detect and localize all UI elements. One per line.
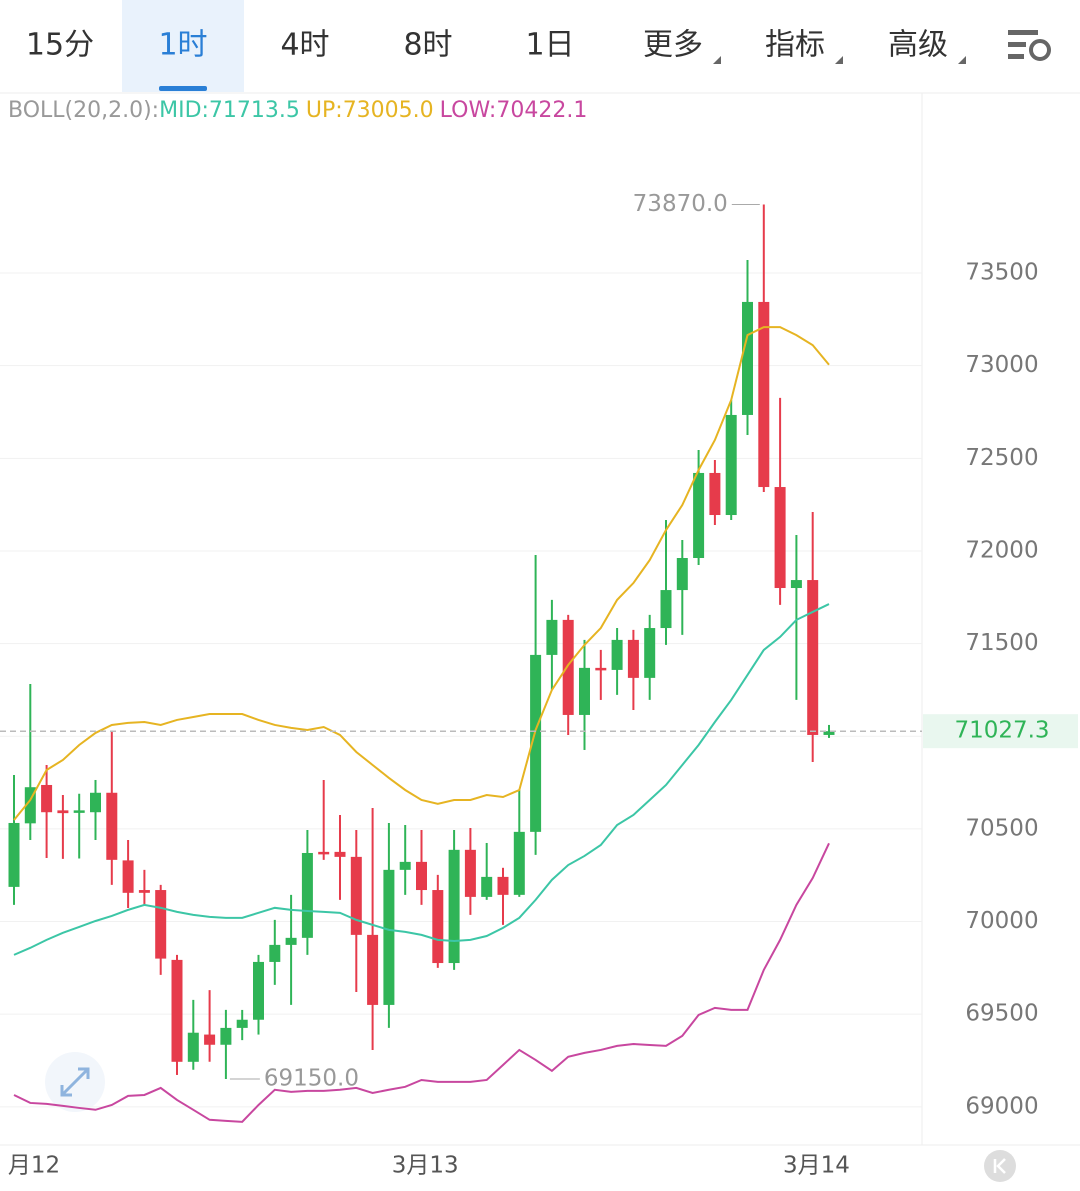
boll-line xyxy=(13,603,830,956)
tab[interactable]: 1时 xyxy=(158,28,207,63)
tab[interactable]: 高级 xyxy=(888,28,948,63)
candle-body xyxy=(122,860,134,893)
candle-body xyxy=(709,472,721,516)
collapse-button[interactable] xyxy=(984,1150,1016,1182)
dropdown-caret xyxy=(835,56,843,64)
candle-body xyxy=(285,937,297,945)
candle-body xyxy=(790,580,802,589)
y-tick-label: 71500 xyxy=(965,630,1038,656)
candle-body xyxy=(301,852,313,938)
candle-body xyxy=(530,654,542,832)
candle-body xyxy=(595,667,607,671)
y-tick-label: 69500 xyxy=(965,1001,1038,1027)
indicator-mid: MID:71713.5 xyxy=(159,98,300,123)
tab[interactable]: 15分 xyxy=(26,28,94,63)
candle-body xyxy=(448,849,460,964)
candle-body xyxy=(367,934,379,1005)
last-price-label: 71027.3 xyxy=(954,718,1049,744)
x-tick-label: 月12 xyxy=(8,1153,60,1179)
y-tick-label: 70000 xyxy=(965,908,1038,934)
candle-body xyxy=(8,822,20,887)
dropdown-caret xyxy=(958,56,966,64)
candle-body xyxy=(350,856,362,935)
tab[interactable]: 1日 xyxy=(525,28,574,63)
indicator-low: LOW:70422.1 xyxy=(440,98,588,123)
candle-body xyxy=(334,851,346,857)
y-tick-label: 73000 xyxy=(965,352,1038,378)
boll-line xyxy=(13,842,830,1123)
candle-body xyxy=(660,590,672,629)
min-label: 69150.0 xyxy=(264,1066,359,1092)
candle-body xyxy=(155,890,167,959)
candle-body xyxy=(562,619,574,715)
candle-body xyxy=(774,487,786,589)
candle-body xyxy=(758,301,770,488)
tab[interactable]: 更多 xyxy=(643,28,703,63)
candle-body xyxy=(807,580,819,735)
tab[interactable]: 8时 xyxy=(403,28,452,63)
candle-body xyxy=(644,628,656,678)
candle-body xyxy=(187,1032,199,1062)
candle-body xyxy=(253,961,264,1020)
dropdown-caret xyxy=(713,56,721,64)
tab[interactable]: 指标 xyxy=(765,28,825,63)
y-tick-label: 72500 xyxy=(965,445,1038,471)
x-tick-label: 3月14 xyxy=(783,1153,850,1179)
candle-body xyxy=(513,831,525,895)
max-label: 73870.0 xyxy=(633,191,728,217)
candle-body xyxy=(269,944,281,962)
y-tick-label: 69000 xyxy=(965,1093,1038,1119)
candle-body xyxy=(90,792,101,813)
indicator-up: UP:73005.0 xyxy=(306,98,434,123)
candle-body xyxy=(236,1019,248,1028)
candle-body xyxy=(432,890,444,964)
candle-body xyxy=(464,849,476,897)
candle-body xyxy=(823,731,835,735)
svg-text:BOLL(20,2.0):MID:71713.5UP:730: BOLL(20,2.0):MID:71713.5 UP:73005.0 LOW:70… xyxy=(8,98,587,123)
y-tick-label: 73500 xyxy=(965,260,1038,286)
candle-body xyxy=(399,861,411,870)
candle-body xyxy=(171,959,183,1062)
candle-body xyxy=(106,792,118,860)
boll-line xyxy=(13,326,830,821)
candle-body xyxy=(41,784,53,813)
candle-body xyxy=(481,876,493,897)
candle-body xyxy=(220,1027,232,1045)
candle-body xyxy=(318,851,330,855)
candle-body xyxy=(676,558,688,591)
candle-body xyxy=(497,876,509,895)
candle-body xyxy=(725,414,737,516)
candle-body xyxy=(24,787,36,824)
candle-body xyxy=(579,667,590,715)
candle-body xyxy=(138,890,150,893)
candle-body xyxy=(546,619,558,655)
last-price-box xyxy=(923,714,1078,749)
active-tab-indicator xyxy=(159,86,207,91)
x-tick-label: 3月13 xyxy=(392,1153,459,1179)
candle-body xyxy=(627,639,639,678)
candle-body xyxy=(742,301,753,415)
expand-button[interactable] xyxy=(45,1052,105,1112)
y-tick-label: 72000 xyxy=(965,537,1038,563)
active-tab-bg xyxy=(122,0,244,92)
indicator-label: BOLL(20,2.0): xyxy=(8,98,159,123)
indicator-header: BOLL(20,2.0):MID:71713.5 UP:73005.0 LOW:70… xyxy=(8,98,587,123)
candle-body xyxy=(693,472,705,559)
candle-body xyxy=(416,861,427,891)
tab[interactable]: 4时 xyxy=(280,28,329,63)
settings-icon[interactable] xyxy=(1008,30,1051,61)
candle-body xyxy=(73,810,85,813)
candle-body xyxy=(611,639,623,670)
candle-body xyxy=(57,810,69,814)
y-tick-label: 70500 xyxy=(965,815,1038,841)
candle-body xyxy=(204,1034,216,1045)
candle-body xyxy=(383,869,395,1005)
